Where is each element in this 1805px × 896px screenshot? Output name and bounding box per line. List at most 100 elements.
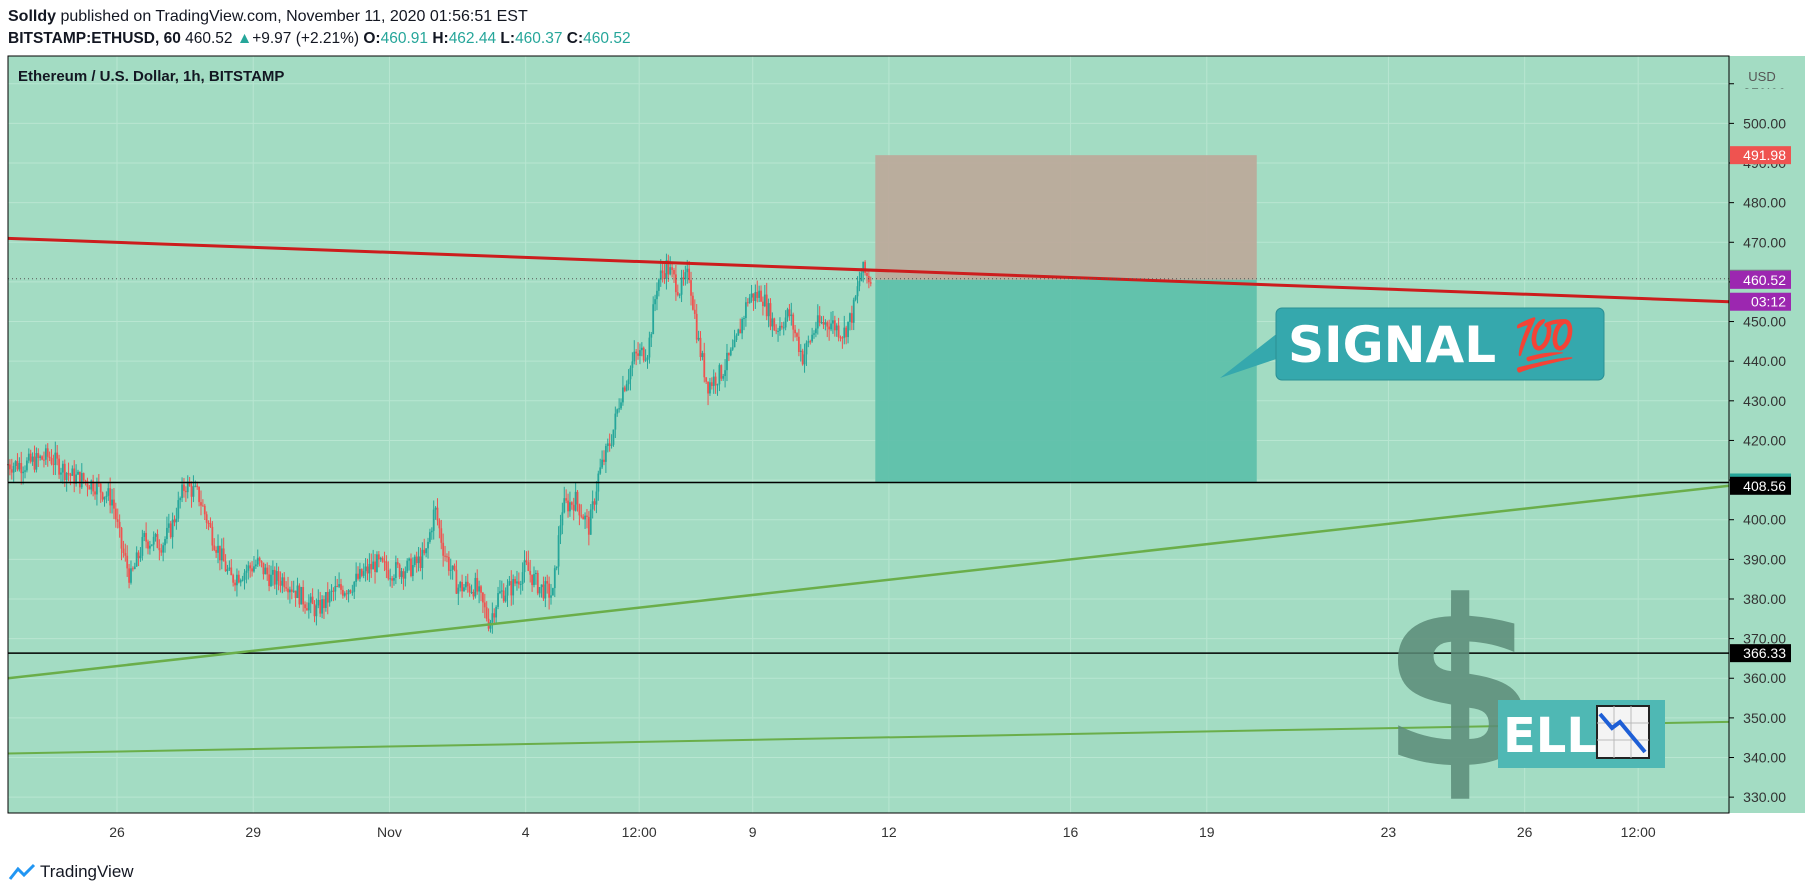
candle-body [37, 453, 40, 458]
candle-body [482, 592, 484, 603]
candle-body [241, 579, 244, 581]
candle-body [741, 319, 744, 334]
x-tick-label: 19 [1199, 824, 1215, 840]
candle-body [468, 586, 471, 593]
price-tag-box [1730, 146, 1791, 165]
candle-body [425, 548, 428, 554]
y-tick-label: 390.00 [1743, 551, 1786, 567]
candle-body [184, 490, 187, 493]
candle-body [773, 318, 776, 331]
candle-body [254, 564, 257, 567]
candle-body [464, 581, 467, 588]
candle-body [612, 429, 615, 445]
candle-body [737, 329, 740, 336]
candle-body [328, 591, 331, 603]
candle-body [444, 555, 446, 557]
candle-body [8, 464, 11, 470]
candle-body [128, 568, 130, 583]
candle-body [779, 325, 781, 331]
footer[interactable]: TradingView [8, 862, 134, 882]
close-label: C: [566, 30, 584, 47]
x-tick-label: 12:00 [1621, 824, 1656, 840]
callout-box [1275, 307, 1605, 381]
candle-body [570, 502, 573, 505]
candle-body [869, 282, 872, 284]
candle-body [306, 608, 308, 611]
candle-body [181, 484, 183, 499]
author[interactable]: Solldy [8, 8, 57, 25]
plot-area[interactable] [8, 56, 1729, 813]
candle-body [822, 322, 825, 325]
candle-body [676, 292, 679, 296]
candle-body [406, 560, 409, 572]
candle-body [820, 322, 823, 324]
candle-body [264, 567, 267, 575]
candle-body [251, 568, 253, 572]
candle-body [512, 579, 515, 596]
signal-callout[interactable]: SIGNAL 💯 [1220, 307, 1605, 381]
candle-body [601, 459, 604, 468]
candle-body [120, 527, 123, 549]
x-tick-label: 12 [881, 824, 897, 840]
candle-body [52, 463, 55, 465]
candle-body [534, 572, 537, 575]
candle-body [101, 492, 104, 500]
y-tick-label: 340.00 [1743, 750, 1786, 766]
candle-body [826, 322, 829, 327]
candle-body [446, 556, 448, 558]
candle-body [302, 587, 305, 605]
x-tick-label: 29 [245, 824, 261, 840]
candle-body [752, 293, 755, 301]
candle-body [60, 472, 62, 475]
candle-body [858, 281, 861, 287]
candle-body [209, 523, 212, 527]
candle-body [183, 484, 185, 491]
candle-body [285, 587, 288, 589]
candle-body [731, 347, 734, 350]
candle-body [394, 562, 397, 578]
candle-body [92, 480, 95, 492]
candle-body [226, 569, 229, 572]
price-axis[interactable] [1729, 56, 1805, 813]
candle-body [239, 580, 242, 583]
candle-body [866, 273, 868, 276]
candle-body [410, 558, 412, 577]
candle-body [442, 542, 445, 556]
candle-body [709, 382, 711, 394]
candle-body [277, 571, 280, 581]
candle-body [391, 578, 393, 581]
candle-body [300, 587, 303, 605]
candle-body [648, 337, 651, 358]
candle-body [550, 595, 552, 598]
price-change: +9.97 (+2.21%) [252, 30, 360, 47]
candle-body [529, 570, 532, 575]
candle-body [368, 563, 371, 574]
candle-body [620, 402, 622, 409]
candle-body [807, 341, 810, 343]
candle-body [744, 302, 747, 319]
candle-body [317, 599, 320, 606]
symbol-label[interactable]: BITSTAMP:ETHUSD, 60 [8, 30, 181, 47]
candle-body [451, 565, 454, 570]
candle-body [695, 313, 698, 340]
candle-body [323, 599, 325, 608]
candle-body [813, 333, 815, 335]
candle-body [404, 571, 407, 579]
candle-body [521, 572, 524, 584]
candle-body [646, 357, 649, 360]
candle-body [372, 561, 375, 570]
candle-body [595, 491, 598, 505]
candle-body [835, 325, 838, 331]
candle-body [236, 574, 238, 586]
candle-body [48, 456, 51, 458]
price-tag-box [1730, 270, 1791, 289]
candle-body [419, 556, 422, 568]
price-tags: 491.98460.80460.5203:12409.39408.56366.3… [1730, 146, 1791, 663]
candle-body [294, 590, 297, 598]
candle-body [77, 471, 79, 475]
candle-body [710, 382, 713, 387]
candle-body [88, 487, 91, 490]
candle-body [156, 534, 159, 548]
resistance-trendline [7, 236, 1730, 304]
